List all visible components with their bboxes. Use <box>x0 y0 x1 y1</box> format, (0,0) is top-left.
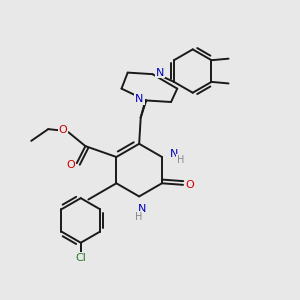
Text: N: N <box>138 204 146 214</box>
Text: N: N <box>156 68 164 78</box>
Text: O: O <box>58 125 67 135</box>
Text: O: O <box>185 180 194 190</box>
Text: Cl: Cl <box>75 253 86 263</box>
Text: H: H <box>136 212 143 222</box>
Text: H: H <box>177 155 184 165</box>
Text: N: N <box>169 149 178 160</box>
Text: N: N <box>135 94 144 104</box>
Text: O: O <box>67 160 76 170</box>
